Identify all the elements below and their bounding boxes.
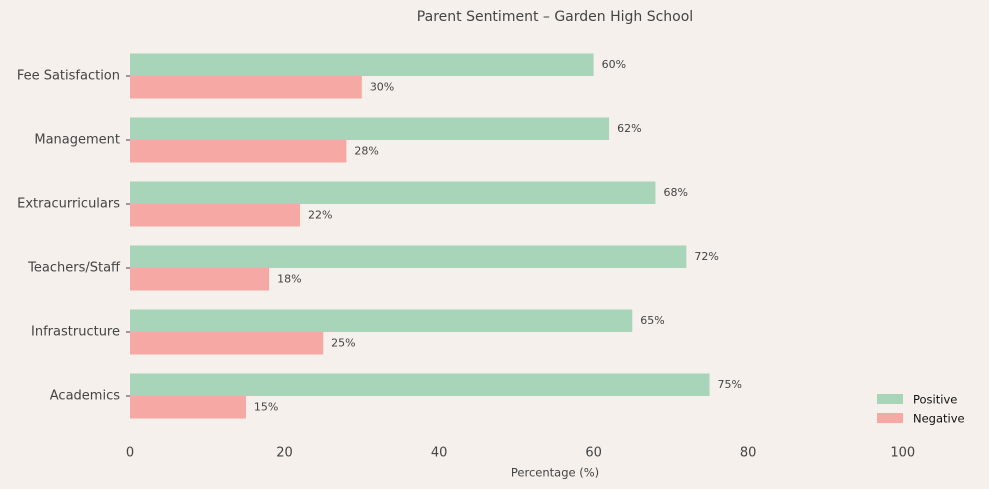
bar: [130, 245, 687, 268]
value-label: 28%: [354, 144, 378, 157]
chart-title: Parent Sentiment – Garden High School: [417, 9, 693, 25]
y-tick-label: Academics: [50, 389, 120, 404]
value-label: 65%: [640, 314, 664, 327]
value-label: 18%: [277, 272, 301, 285]
x-tick-label: 0: [126, 446, 134, 461]
legend-swatch: [877, 394, 903, 404]
bar: [130, 140, 347, 163]
y-tick-label: Fee Satisfaction: [17, 69, 120, 84]
bar: [130, 204, 300, 227]
value-label: 62%: [617, 122, 641, 135]
bar: [130, 373, 710, 396]
legend-swatch: [877, 413, 903, 423]
value-label: 15%: [254, 400, 278, 413]
bar: [130, 76, 362, 99]
bar: [130, 268, 270, 291]
bar: [130, 396, 246, 419]
bar: [130, 117, 610, 140]
value-label: 72%: [694, 250, 718, 263]
y-tick-label: Management: [34, 133, 120, 148]
x-tick-label: 40: [431, 446, 448, 461]
bar: [130, 53, 594, 76]
value-label: 25%: [331, 336, 355, 349]
x-tick-label: 60: [585, 446, 602, 461]
bar: [130, 309, 633, 332]
value-label: 30%: [370, 80, 394, 93]
y-tick-label: Extracurriculars: [17, 197, 120, 212]
value-label: 75%: [718, 378, 742, 391]
x-tick-label: 80: [740, 446, 757, 461]
y-tick-label: Infrastructure: [31, 325, 120, 340]
y-tick-label: Teachers/Staff: [27, 261, 121, 276]
value-label: 60%: [602, 58, 626, 71]
x-axis-label: Percentage (%): [511, 466, 599, 480]
value-label: 68%: [663, 186, 687, 199]
bar: [130, 181, 656, 204]
legend-label: Positive: [913, 393, 957, 407]
value-label: 22%: [308, 208, 332, 221]
bar: [130, 332, 324, 355]
x-tick-label: 100: [890, 446, 915, 461]
legend-label: Negative: [913, 412, 965, 426]
x-tick-label: 20: [276, 446, 293, 461]
